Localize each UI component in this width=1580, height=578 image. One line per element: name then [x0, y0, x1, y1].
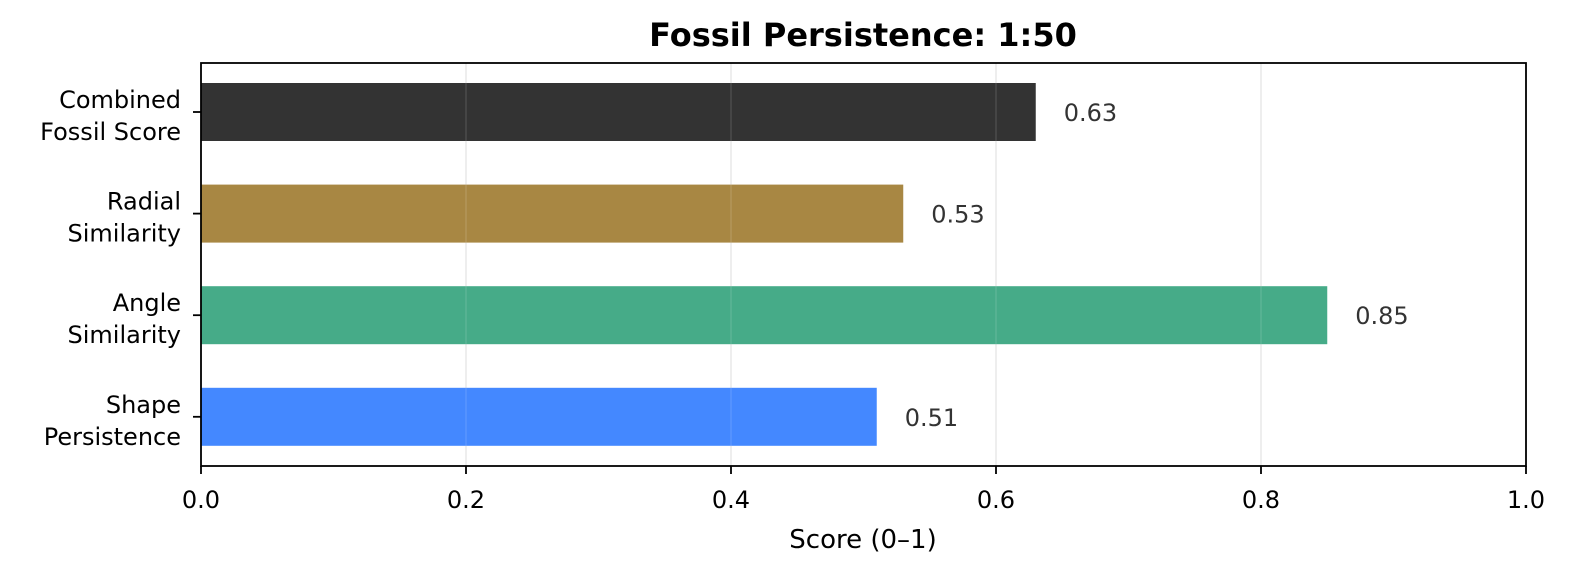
- x-tick-label: 1.0: [1507, 486, 1545, 514]
- y-tick-label: Combined Fossil Score: [40, 86, 181, 146]
- value-labels: 0.63 0.53 0.85 0.51: [905, 99, 1409, 432]
- y-tick-label-line: Similarity: [68, 321, 181, 349]
- x-tick-label: 0.8: [1242, 486, 1280, 514]
- y-tick-label-line: Similarity: [68, 220, 181, 248]
- x-tick-label: 0.0: [182, 486, 220, 514]
- plot-border: [200, 62, 1527, 467]
- x-tick-label: 0.6: [977, 486, 1015, 514]
- y-tick-label-line: Persistence: [44, 423, 181, 451]
- y-tick-label: Shape Persistence: [44, 391, 181, 451]
- y-tick-label: Angle Similarity: [68, 289, 181, 349]
- y-tick-label-line: Fossil Score: [40, 118, 181, 146]
- bar-value-label: 0.85: [1355, 302, 1408, 330]
- y-tick-label: Radial Similarity: [68, 188, 181, 248]
- bar: [201, 387, 877, 446]
- bar: [201, 83, 1036, 141]
- bar-value-label: 0.63: [1064, 99, 1117, 127]
- chart-title: Fossil Persistence: 1:50: [649, 16, 1077, 54]
- x-axis-label: Score (0–1): [789, 525, 936, 555]
- bar: [201, 184, 904, 243]
- bar-value-label: 0.53: [931, 201, 984, 229]
- x-axis-ticks: 0.0 0.2 0.4 0.6 0.8 1.0: [182, 466, 1545, 514]
- y-tick-label-line: Angle: [113, 289, 181, 317]
- bar-value-label: 0.51: [905, 404, 958, 432]
- plot-frame: [200, 62, 1527, 467]
- y-tick-label-line: Combined: [59, 86, 181, 114]
- bar: [201, 286, 1328, 345]
- y-tick-label-line: Radial: [107, 188, 181, 216]
- y-tick-label-line: Shape: [106, 391, 181, 419]
- x-tick-label: 0.2: [447, 486, 485, 514]
- x-tick-label: 0.4: [712, 486, 750, 514]
- bars: [201, 63, 1328, 466]
